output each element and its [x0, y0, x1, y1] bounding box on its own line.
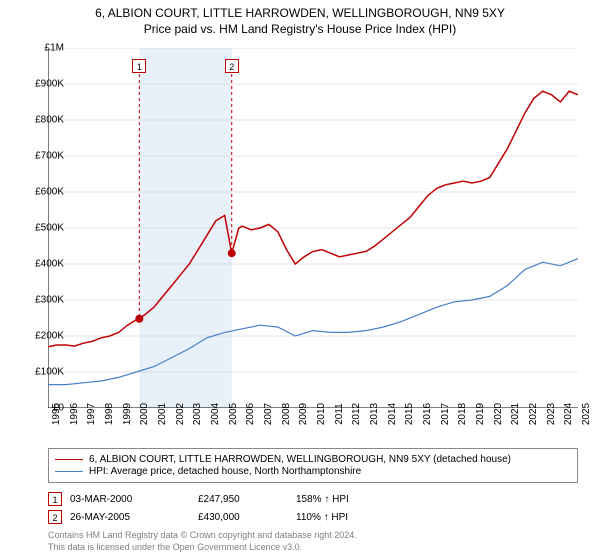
- x-tick-label: 2005: [228, 403, 239, 425]
- y-tick-label: £900K: [24, 79, 64, 90]
- y-tick-label: £500K: [24, 223, 64, 234]
- title-block: 6, ALBION COURT, LITTLE HARROWDEN, WELLI…: [0, 0, 600, 38]
- legend-box: 6, ALBION COURT, LITTLE HARROWDEN, WELLI…: [48, 448, 578, 483]
- y-tick-label: £600K: [24, 187, 64, 198]
- x-tick-label: 2008: [281, 403, 292, 425]
- x-tick-label: 1995: [51, 403, 62, 425]
- chart-area: [48, 48, 578, 408]
- sales-marker-icon: 1: [48, 492, 62, 506]
- y-tick-label: £400K: [24, 259, 64, 270]
- x-tick-label: 2012: [351, 403, 362, 425]
- sales-row: 1 03-MAR-2000 £247,950 158% ↑ HPI: [48, 490, 578, 508]
- y-tick-label: £700K: [24, 151, 64, 162]
- title-line1: 6, ALBION COURT, LITTLE HARROWDEN, WELLI…: [0, 6, 600, 20]
- x-tick-label: 1997: [86, 403, 97, 425]
- x-tick-label: 2010: [316, 403, 327, 425]
- y-tick-label: £800K: [24, 115, 64, 126]
- legend-label: 6, ALBION COURT, LITTLE HARROWDEN, WELLI…: [89, 454, 511, 465]
- series-hpi: [48, 259, 578, 385]
- legend-row: 6, ALBION COURT, LITTLE HARROWDEN, WELLI…: [55, 454, 571, 465]
- x-tick-label: 2007: [263, 403, 274, 425]
- x-tick-label: 2006: [245, 403, 256, 425]
- x-tick-label: 2023: [546, 403, 557, 425]
- x-tick-label: 2018: [457, 403, 468, 425]
- sale-marker-1: 1: [132, 59, 146, 73]
- footer: Contains HM Land Registry data © Crown c…: [48, 530, 578, 553]
- y-tick-label: £100K: [24, 367, 64, 378]
- x-tick-label: 2021: [510, 403, 521, 425]
- chart-container: 6, ALBION COURT, LITTLE HARROWDEN, WELLI…: [0, 0, 600, 560]
- chart-svg: [48, 48, 578, 408]
- title-line2: Price paid vs. HM Land Registry's House …: [0, 22, 600, 36]
- x-tick-label: 2009: [298, 403, 309, 425]
- x-tick-label: 2013: [369, 403, 380, 425]
- sale-marker-2: 2: [225, 59, 239, 73]
- x-tick-label: 2004: [210, 403, 221, 425]
- y-tick-label: £200K: [24, 331, 64, 342]
- x-tick-label: 1999: [122, 403, 133, 425]
- legend-row: HPI: Average price, detached house, Nort…: [55, 466, 571, 477]
- x-tick-label: 2022: [528, 403, 539, 425]
- legend-swatch: [55, 471, 83, 472]
- sales-price: £247,950: [198, 494, 288, 505]
- sales-row: 2 26-MAY-2005 £430,000 110% ↑ HPI: [48, 508, 578, 526]
- x-tick-label: 2011: [334, 403, 345, 425]
- x-tick-label: 2001: [157, 403, 168, 425]
- x-tick-label: 2000: [139, 403, 150, 425]
- sales-date: 03-MAR-2000: [70, 494, 190, 505]
- y-tick-label: £1M: [24, 43, 64, 54]
- sales-table: 1 03-MAR-2000 £247,950 158% ↑ HPI 2 26-MAY-20…: [48, 490, 578, 526]
- sales-price: £430,000: [198, 512, 288, 523]
- y-tick-label: £300K: [24, 295, 64, 306]
- x-tick-label: 2002: [175, 403, 186, 425]
- x-tick-label: 2025: [581, 403, 592, 425]
- x-tick-label: 2016: [422, 403, 433, 425]
- sales-marker-icon: 2: [48, 510, 62, 524]
- x-tick-label: 2017: [440, 403, 451, 425]
- x-tick-label: 2014: [387, 403, 398, 425]
- x-tick-label: 2024: [563, 403, 574, 425]
- x-tick-label: 2015: [404, 403, 415, 425]
- x-tick-label: 2020: [493, 403, 504, 425]
- x-tick-label: 2019: [475, 403, 486, 425]
- sales-pct: 110% ↑ HPI: [296, 512, 386, 523]
- sales-pct: 158% ↑ HPI: [296, 494, 386, 505]
- x-tick-label: 2003: [192, 403, 203, 425]
- x-tick-label: 1998: [104, 403, 115, 425]
- legend-label: HPI: Average price, detached house, Nort…: [89, 466, 361, 477]
- sales-date: 26-MAY-2005: [70, 512, 190, 523]
- legend-swatch: [55, 459, 83, 460]
- footer-line2: This data is licensed under the Open Gov…: [48, 542, 578, 554]
- series-property: [48, 91, 578, 347]
- footer-line1: Contains HM Land Registry data © Crown c…: [48, 530, 578, 542]
- x-tick-label: 1996: [69, 403, 80, 425]
